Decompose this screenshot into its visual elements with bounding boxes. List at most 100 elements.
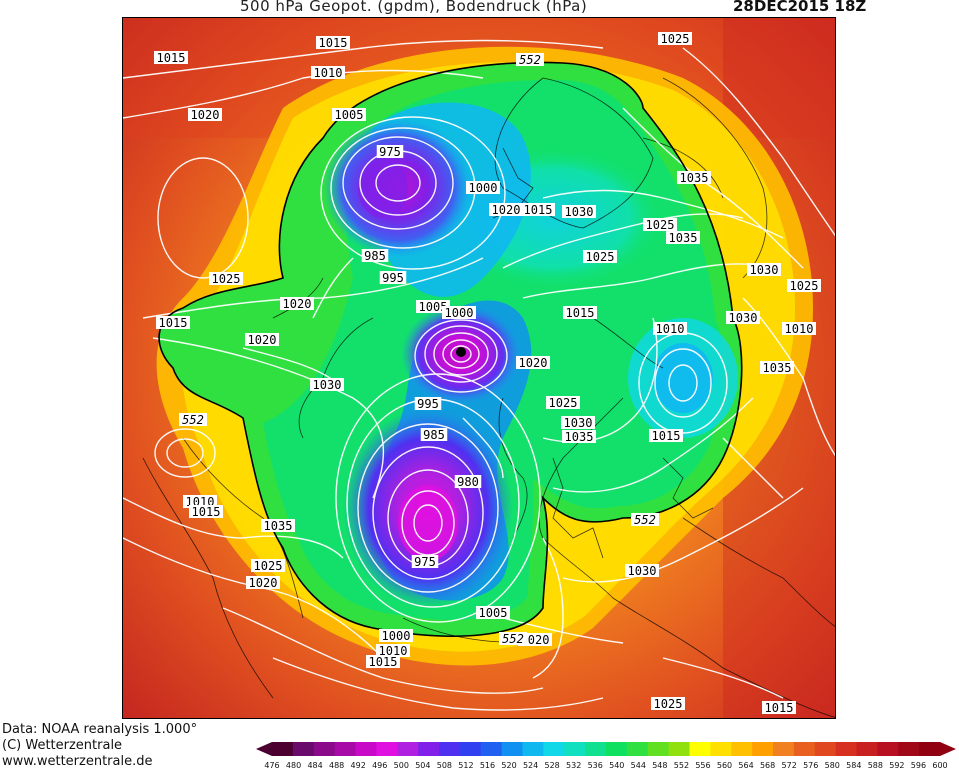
isobar-label: 1000 — [445, 306, 474, 320]
isobar-label: 1020 — [519, 356, 548, 370]
isobar-label-box — [156, 316, 190, 329]
isobar-label-box — [726, 311, 760, 324]
isobar-label: 1015 — [524, 203, 553, 217]
isobar-label: 1025 — [790, 279, 819, 293]
colorbar-swatch — [292, 742, 315, 756]
isobar-label: 1030 — [313, 378, 342, 392]
geopotential-label-box — [631, 513, 659, 526]
colorbar-tick-label: 552 — [674, 761, 689, 770]
geopotential-label: 552 — [502, 632, 524, 646]
chart-date: 28DEC2015 18Z — [733, 0, 867, 15]
isobar-label-box — [280, 297, 314, 310]
colorbar-swatch — [522, 742, 544, 756]
colorbar-swatch — [564, 742, 586, 756]
isobar-label-box — [625, 564, 659, 577]
isobar-label-box — [489, 203, 523, 216]
isobar-label: 1005 — [419, 300, 448, 314]
isobar-label: 1035 — [763, 361, 792, 375]
geopotential-label-box — [516, 53, 544, 66]
isobar-label-box — [787, 279, 821, 292]
isobar-label: 1035 — [680, 171, 709, 185]
isobar-label-box — [561, 416, 595, 429]
colorbar-tick-label: 540 — [609, 761, 624, 770]
colorbar-svg: 476 480 484 488 492 496 500 504 508 512 516 520 524 5… — [256, 742, 956, 770]
isobar-label: 985 — [423, 428, 445, 442]
isobar-label-box — [583, 250, 617, 263]
credit-data-source: Data: NOAA reanalysis 1.000° — [2, 722, 198, 737]
isobar-label: 995 — [382, 271, 404, 285]
isobar-label: 1025 — [661, 32, 690, 46]
colorbar-tick-label: 544 — [631, 761, 646, 770]
colorbar-swatch — [459, 742, 482, 756]
geopotential-label-box — [499, 632, 527, 645]
isobar-label-box — [466, 181, 500, 194]
isobar-label-box — [411, 555, 439, 568]
isobar-label: 1030 — [564, 416, 593, 430]
isobar-label-box — [251, 559, 285, 572]
colorbar-swatch — [856, 742, 878, 756]
colorbar-swatch — [272, 742, 294, 756]
data-credits: Data: NOAA reanalysis 1.000° (C) Wetterz… — [2, 722, 197, 770]
isobar-label: 1005 — [479, 606, 508, 620]
isobar-label-box — [653, 322, 687, 335]
colorbar-tick-label: 496 — [372, 761, 387, 770]
colorbar-tick-label: 588 — [868, 761, 883, 770]
colorbar-swatch — [877, 742, 899, 756]
colorbar-swatch — [898, 742, 920, 756]
colorbar-tick-label: 484 — [307, 761, 322, 770]
isobar-label: 975 — [414, 555, 436, 569]
chart-header: 500 hPa Geopot. (gpdm), Bodendruck (hPa)… — [0, 0, 959, 17]
colorbar-tick-label: 584 — [846, 761, 861, 770]
colorbar-tick-label: 492 — [351, 761, 366, 770]
colorbar-swatch — [480, 742, 503, 756]
isobar-label-box — [376, 644, 410, 657]
isobar-label-box — [246, 576, 280, 589]
isobar-label-box — [563, 306, 597, 319]
isobar-label: 1025 — [646, 218, 675, 232]
isobar-label: 1010 — [656, 322, 685, 336]
colorbar-legend: 476 480 484 488 492 496 500 504 508 512 516 520 524 5… — [256, 742, 956, 770]
isobar-label-box — [189, 505, 223, 518]
isobar-label: 1015 — [319, 36, 348, 50]
isobar-label-box — [416, 300, 450, 313]
colorbar-tick-label: 520 — [501, 761, 516, 770]
isobar-label-box — [154, 51, 188, 64]
isobar-label-box — [310, 378, 344, 391]
isobar-label-box — [651, 697, 685, 710]
isobar-label: 1030 — [628, 564, 657, 578]
credit-website: www.wetterzentrale.de — [2, 754, 153, 769]
isobar-label: 1020 — [248, 333, 277, 347]
weather-map: 1015 1015 1010 1020 1005 975 1025 1000 1020 1015 1… — [122, 17, 836, 719]
isobar-label-box — [643, 218, 677, 231]
isobar-label-box — [188, 108, 222, 121]
colorbar-swatch — [543, 742, 565, 756]
colorbar-swatch — [585, 742, 607, 756]
colorbar-tick-label: 600 — [932, 761, 947, 770]
colorbar-swatch — [689, 742, 711, 756]
isobar-label: 1025 — [586, 250, 615, 264]
colorbar-tick-label: 524 — [523, 761, 538, 770]
isobar-label: 995 — [417, 397, 439, 411]
isobar-label-box — [782, 322, 816, 335]
colorbar-swatch — [626, 742, 649, 756]
isobar-label-box — [366, 655, 400, 668]
isobar-label-box — [316, 36, 350, 49]
colorbar-swatch — [376, 742, 398, 756]
colorbar-tick-label: 480 — [286, 761, 301, 770]
colorbar-swatch — [647, 742, 670, 756]
colorbar-tick-label: 504 — [415, 761, 430, 770]
isobar-label: 975 — [379, 145, 401, 159]
colorbar-max-arrow — [940, 742, 956, 756]
isobar-label-box — [261, 519, 295, 532]
colorbar-tick-label: 568 — [760, 761, 775, 770]
isobar-label: 1015 — [157, 51, 186, 65]
isobar-label: 1035 — [264, 519, 293, 533]
colorbar-tick-label: 548 — [652, 761, 667, 770]
colorbar-swatch — [313, 742, 336, 756]
geopotential-label: 552 — [182, 413, 204, 427]
geopotential-label: 552 — [634, 513, 656, 527]
colorbar-tick-label: 532 — [566, 761, 581, 770]
colorbar-swatch — [501, 742, 523, 756]
isobar-label-box — [311, 66, 345, 79]
map-svg: 1015 1015 1010 1020 1005 975 1025 1000 1020 1015 1… — [123, 18, 835, 718]
